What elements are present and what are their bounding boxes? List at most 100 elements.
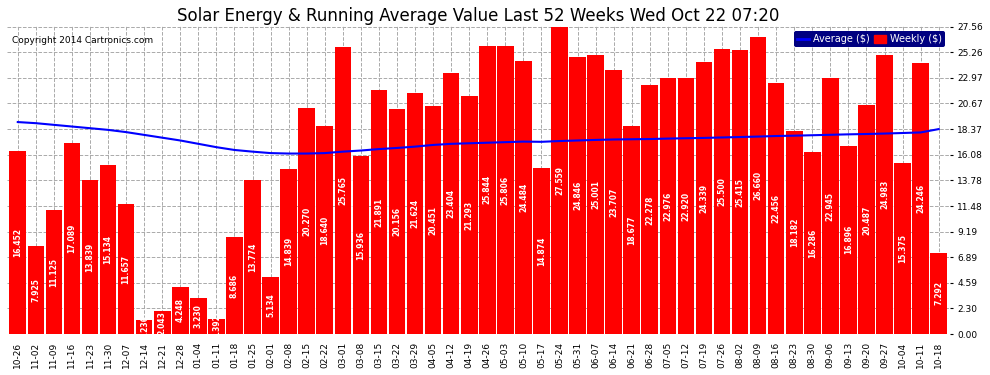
Bar: [262, 277, 279, 334]
Title: Solar Energy & Running Average Value Last 52 Weeks Wed Oct 22 07:20: Solar Energy & Running Average Value Las…: [177, 7, 779, 25]
Bar: [876, 55, 893, 334]
Text: 22.920: 22.920: [681, 192, 690, 221]
Text: Copyright 2014 Cartronics.com: Copyright 2014 Cartronics.com: [12, 36, 152, 45]
Bar: [245, 180, 260, 334]
Bar: [190, 298, 207, 334]
Bar: [659, 78, 676, 334]
Bar: [605, 69, 622, 334]
Text: 25.765: 25.765: [339, 176, 347, 205]
Text: 13.774: 13.774: [248, 243, 257, 272]
Bar: [569, 57, 586, 334]
Bar: [768, 84, 784, 334]
Text: 24.846: 24.846: [573, 181, 582, 210]
Bar: [389, 109, 405, 334]
Text: 18.182: 18.182: [790, 218, 799, 248]
Bar: [280, 168, 297, 334]
Text: 23.404: 23.404: [446, 189, 455, 218]
Text: 2.043: 2.043: [157, 311, 166, 335]
Bar: [82, 180, 98, 334]
Bar: [136, 320, 152, 334]
Text: 22.945: 22.945: [826, 192, 835, 220]
Text: 16.452: 16.452: [13, 228, 23, 257]
Bar: [10, 150, 26, 334]
Legend: Average ($), Weekly ($): Average ($), Weekly ($): [794, 32, 944, 47]
Bar: [443, 73, 459, 334]
Text: 26.660: 26.660: [753, 171, 762, 200]
Bar: [749, 36, 766, 334]
Bar: [913, 63, 929, 334]
Text: 1.236: 1.236: [140, 315, 148, 339]
Text: 25.844: 25.844: [483, 176, 492, 204]
Bar: [118, 204, 135, 334]
Bar: [696, 63, 712, 334]
Text: 25.415: 25.415: [736, 178, 744, 207]
Text: 22.278: 22.278: [645, 195, 654, 225]
Bar: [786, 131, 803, 334]
Bar: [370, 90, 387, 334]
Bar: [822, 78, 839, 334]
Text: 24.246: 24.246: [916, 184, 925, 213]
Text: 18.640: 18.640: [320, 216, 330, 245]
Bar: [407, 93, 424, 334]
Bar: [677, 78, 694, 334]
Text: 20.487: 20.487: [862, 205, 871, 234]
Text: 11.657: 11.657: [122, 255, 131, 284]
Text: 25.500: 25.500: [718, 177, 727, 206]
Bar: [425, 106, 442, 334]
Bar: [28, 246, 45, 334]
Bar: [226, 237, 243, 334]
Text: 3.230: 3.230: [194, 304, 203, 328]
Bar: [153, 311, 170, 334]
Bar: [732, 51, 748, 334]
Bar: [894, 162, 911, 334]
Bar: [208, 319, 225, 334]
Text: 5.134: 5.134: [266, 294, 275, 317]
Bar: [172, 287, 189, 334]
Bar: [100, 165, 117, 334]
Bar: [714, 50, 731, 334]
Bar: [515, 61, 532, 334]
Bar: [335, 46, 351, 334]
Text: 21.891: 21.891: [374, 197, 383, 226]
Bar: [534, 168, 549, 334]
Bar: [931, 253, 947, 334]
Text: 15.936: 15.936: [356, 231, 365, 260]
Bar: [858, 105, 875, 334]
Text: 23.707: 23.707: [609, 187, 618, 216]
Text: 24.484: 24.484: [519, 183, 528, 212]
Text: 22.976: 22.976: [663, 191, 672, 220]
Text: 25.806: 25.806: [501, 176, 510, 205]
Text: 21.293: 21.293: [464, 201, 473, 230]
Bar: [642, 86, 658, 334]
Text: 16.896: 16.896: [843, 225, 853, 255]
Bar: [497, 46, 514, 334]
Text: 21.624: 21.624: [411, 199, 420, 228]
Text: 14.839: 14.839: [284, 237, 293, 266]
Text: 7.292: 7.292: [935, 282, 943, 306]
Bar: [841, 146, 856, 334]
Text: 15.375: 15.375: [898, 234, 907, 263]
Bar: [624, 126, 641, 334]
Bar: [317, 126, 333, 334]
Bar: [63, 143, 80, 334]
Text: 14.874: 14.874: [537, 237, 545, 266]
Bar: [551, 27, 568, 334]
Text: 8.686: 8.686: [230, 274, 239, 298]
Text: 7.925: 7.925: [32, 278, 41, 302]
Bar: [479, 46, 496, 334]
Bar: [352, 156, 369, 334]
Text: 15.134: 15.134: [104, 235, 113, 264]
Text: 20.451: 20.451: [429, 206, 438, 234]
Text: 13.839: 13.839: [85, 242, 94, 272]
Text: 20.156: 20.156: [392, 207, 402, 236]
Text: 4.248: 4.248: [176, 298, 185, 322]
Text: 18.677: 18.677: [628, 215, 637, 244]
Bar: [298, 108, 315, 334]
Text: 1.392: 1.392: [212, 315, 221, 338]
Bar: [461, 96, 477, 334]
Text: 24.983: 24.983: [880, 180, 889, 209]
Text: 17.089: 17.089: [67, 224, 76, 254]
Text: 24.339: 24.339: [700, 184, 709, 213]
Bar: [587, 55, 604, 334]
Bar: [46, 210, 62, 334]
